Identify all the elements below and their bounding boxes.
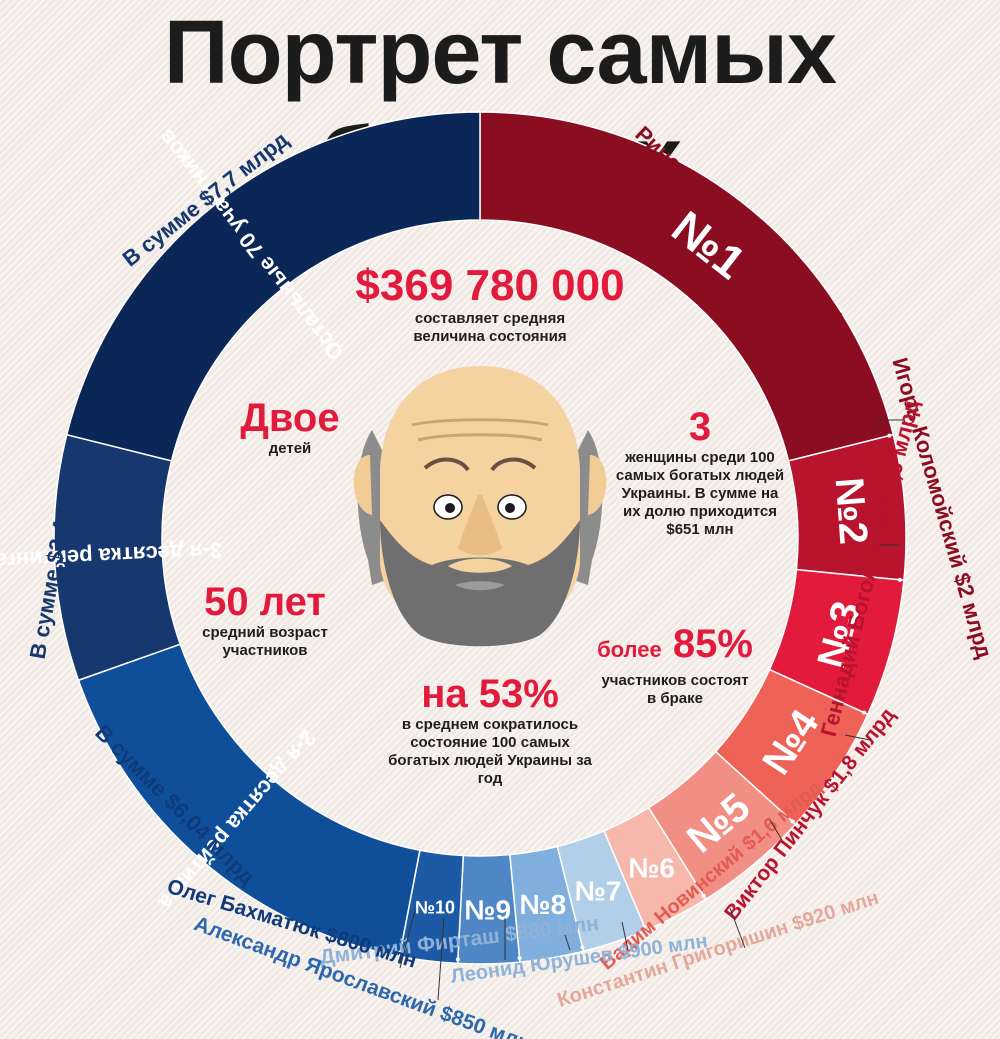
lip — [455, 581, 505, 591]
divider-dot — [455, 957, 460, 962]
leader-line — [437, 917, 445, 1001]
age-stat: 50 лет средний возраст участников — [180, 580, 350, 660]
segment-label-7: №7 — [575, 875, 622, 906]
divider-dot — [580, 945, 585, 950]
right-ear — [588, 455, 607, 515]
segment-label-12: 3-я десятка рейтинга — [0, 538, 223, 574]
children-value: Двое — [240, 396, 340, 440]
mouth-area — [448, 558, 512, 573]
women-value: 3 — [688, 405, 712, 449]
divider-dot — [862, 710, 867, 715]
divider-dot — [790, 819, 795, 824]
segment-label-10: №10 — [415, 897, 455, 917]
leader-line — [564, 934, 571, 951]
segment-label-2: №2 — [827, 476, 876, 546]
divider-dot — [887, 433, 892, 438]
nose — [458, 495, 502, 556]
divider-dot — [398, 950, 403, 955]
divider-dot — [701, 893, 706, 898]
children-caption: детей — [268, 440, 312, 457]
segment-label-6: №6 — [628, 853, 675, 884]
leader-line — [399, 909, 416, 969]
donut-segments — [53, 111, 907, 965]
married-value: 85% — [672, 622, 753, 666]
age-caption: средний возраст участников — [202, 624, 328, 659]
avg-wealth-stat: $369 780 000 составляет средняя величина… — [320, 262, 660, 346]
married-stat: более 85% участников состоят в браке — [580, 622, 770, 708]
divider-dots — [398, 433, 902, 962]
leader-line — [769, 819, 783, 841]
avg-wealth-value: $369 780 000 — [355, 261, 625, 310]
left-eyebrow — [423, 457, 470, 472]
women-caption: женщины среди 100 самых богатых людей Ук… — [615, 449, 785, 538]
age-value: 50 лет — [204, 580, 326, 624]
leader-line — [729, 907, 746, 949]
rich-man-face-illustration — [353, 366, 607, 647]
decline-value: на 53% — [421, 672, 559, 716]
donut-segment-13 — [65, 111, 481, 462]
decline-caption: в среднем сократилось состояние 100 самы… — [388, 716, 592, 787]
left-ear — [353, 455, 372, 515]
divider-dot — [642, 924, 647, 929]
leader-line — [844, 734, 871, 741]
segment-label-9: №9 — [464, 894, 511, 925]
avg-wealth-caption: составляет средняя величина состояния — [413, 310, 567, 345]
married-prefix: более — [597, 637, 662, 662]
divider-dot — [897, 577, 902, 582]
leader-line — [621, 921, 629, 951]
segment-label-8: №8 — [519, 889, 566, 920]
right-eyebrow — [490, 457, 537, 472]
children-stat: Двое детей — [215, 396, 365, 458]
married-caption: участников состоят в браке — [601, 672, 749, 707]
women-stat: 3 женщины среди 100 самых богатых людей … — [600, 405, 800, 539]
divider-dot — [517, 956, 522, 961]
decline-stat: на 53% в среднем сократилось состояние 1… — [370, 672, 610, 788]
